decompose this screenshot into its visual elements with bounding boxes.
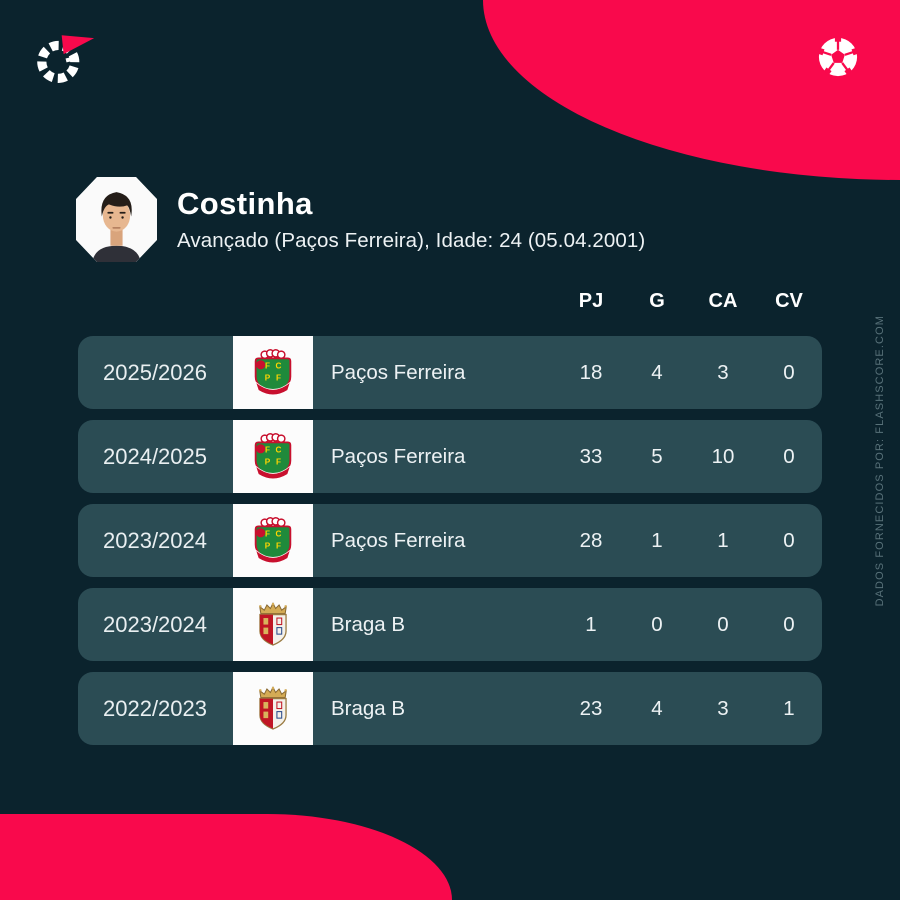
table-row[interactable]: 2023/2024 Braga B 1 0 0 0	[78, 588, 822, 661]
svg-text:F: F	[265, 445, 270, 454]
stat-pj: 28	[579, 528, 603, 552]
stat-pj: 33	[579, 444, 603, 468]
stat-cv: 0	[783, 528, 795, 552]
club-crest-box	[233, 672, 313, 745]
svg-text:C: C	[276, 361, 282, 370]
column-header-g: G	[649, 290, 665, 312]
team-name: Braga B	[331, 612, 406, 636]
column-header-ca: CA	[708, 290, 738, 312]
stat-ca: 3	[717, 696, 729, 720]
svg-text:F: F	[265, 361, 270, 370]
stat-ca: 10	[711, 444, 735, 468]
stat-ca: 0	[717, 612, 729, 636]
team-name: Paços Ferreira	[331, 444, 466, 468]
svg-text:P: P	[265, 457, 271, 466]
club-crest-box	[233, 588, 313, 661]
stats-column-headers: PJ G CA CV	[558, 290, 822, 313]
team-name: Paços Ferreira	[331, 528, 466, 552]
stat-g: 4	[651, 360, 663, 384]
svg-text:F: F	[276, 541, 281, 550]
page-title: Costinha	[177, 186, 313, 221]
svg-text:P: P	[265, 373, 271, 382]
provider-watermark-text: DADOS FORNECIDOS POR: FLASHSCORE.COM	[874, 314, 886, 607]
team-name: Paços Ferreira	[331, 360, 466, 384]
pink-corner-top-right	[483, 0, 900, 180]
stat-g: 4	[651, 696, 663, 720]
braga-crest-icon	[259, 601, 287, 646]
season-label: 2025/2026	[103, 359, 207, 385]
column-header-pj: PJ	[578, 290, 604, 312]
svg-text:C: C	[276, 445, 282, 454]
stat-cv: 0	[783, 612, 795, 636]
braga-crest-icon	[259, 685, 287, 730]
season-label: 2022/2023	[103, 695, 207, 721]
svg-text:C: C	[276, 529, 282, 538]
stat-ca: 3	[717, 360, 729, 384]
team-name: Braga B	[331, 696, 406, 720]
svg-text:F: F	[276, 373, 281, 382]
stat-cv: 1	[783, 696, 795, 720]
player-details: Avançado (Paços Ferreira), Idade: 24 (05…	[177, 229, 646, 252]
pink-corner-bottom-left	[0, 814, 452, 900]
stat-pj: 23	[579, 696, 603, 720]
player-avatar	[76, 177, 157, 262]
stat-g: 5	[651, 444, 663, 468]
table-row[interactable]: 2022/2023 Braga B 23 4 3 1	[78, 672, 822, 745]
stat-pj: 18	[579, 360, 603, 384]
season-label: 2023/2024	[103, 527, 207, 553]
stat-cv: 0	[783, 360, 795, 384]
stat-g: 0	[651, 612, 663, 636]
player-photo	[76, 177, 157, 262]
stat-g: 1	[651, 528, 663, 552]
flashscore-logo-icon	[37, 35, 95, 83]
season-label: 2024/2025	[103, 443, 207, 469]
column-header-cv: CV	[775, 290, 803, 312]
svg-text:F: F	[265, 529, 270, 538]
stat-pj: 1	[585, 612, 597, 636]
season-label: 2023/2024	[103, 611, 207, 637]
stat-ca: 1	[717, 528, 729, 552]
soccer-ball-icon	[817, 36, 859, 77]
svg-text:P: P	[265, 541, 271, 550]
svg-text:F: F	[276, 457, 281, 466]
stat-cv: 0	[783, 444, 795, 468]
provider-watermark: DADOS FORNECIDOS POR: FLASHSCORE.COM	[874, 288, 886, 633]
